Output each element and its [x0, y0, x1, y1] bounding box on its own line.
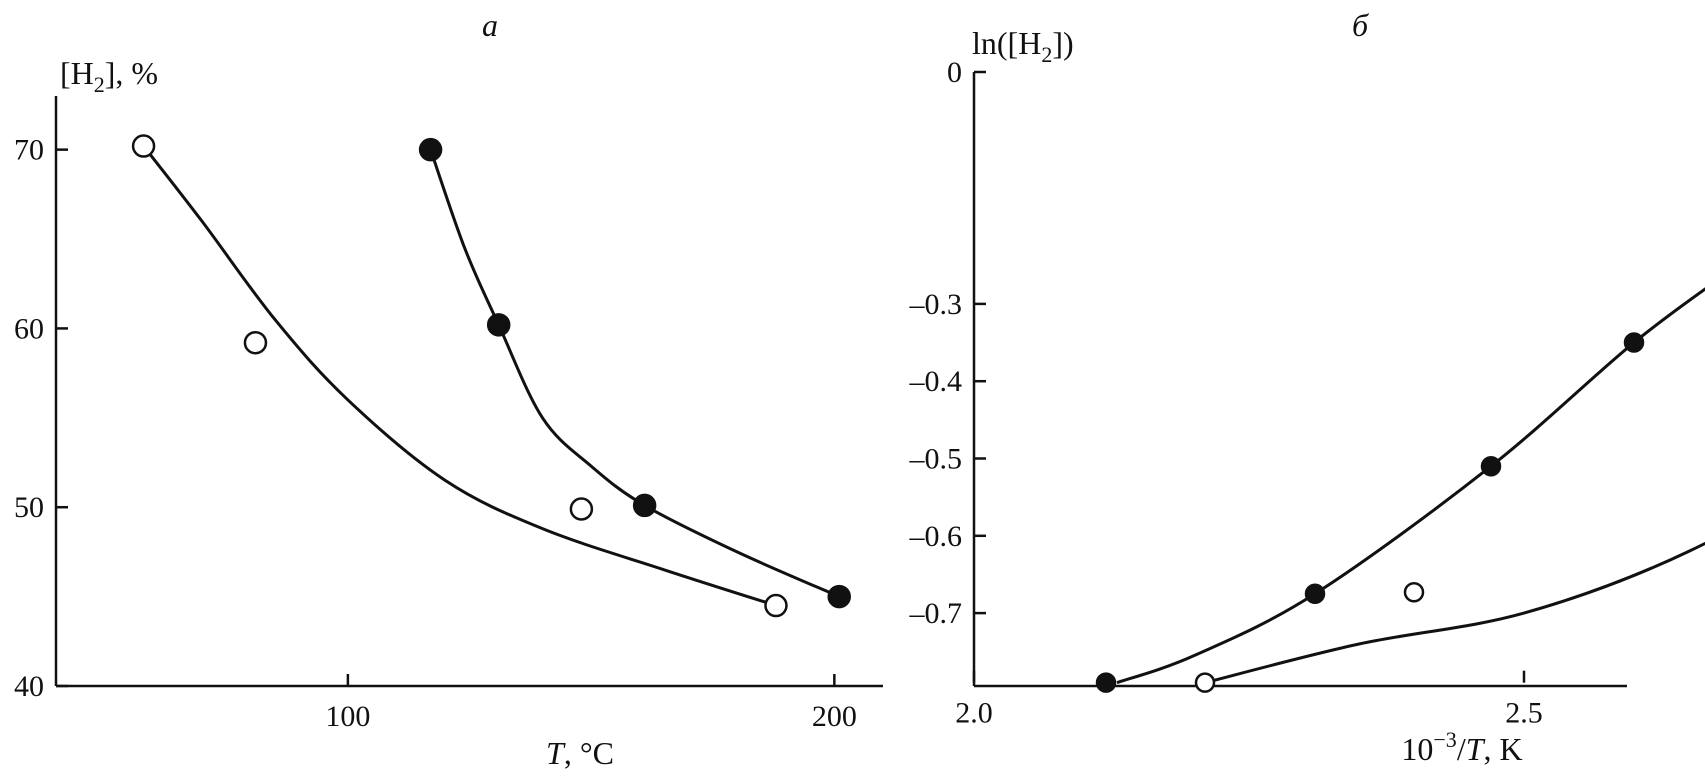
panel-a-x-tick-label: 200	[812, 700, 857, 733]
panel-a-ylabel-sub: 2	[94, 72, 105, 97]
panel-b-points	[1095, 332, 1645, 693]
panel-a-series-0-curve	[142, 145, 777, 607]
panel-b-xlabel-pre: 10	[1401, 731, 1433, 767]
panel-b-y-tick-label: –0.5	[909, 443, 963, 476]
panel-b-xlabel-sup: −3	[1433, 727, 1456, 752]
panel-b: б ln([H2]) 10−3/T, K 2.02.53.00–0.3–0.4–…	[909, 7, 1705, 767]
panel-b-x-tick-label: 2.5	[1505, 697, 1543, 730]
panel-a: а [H2], % T, °C 100 200 40 50 60 70	[14, 7, 883, 771]
panel-b-y-tick-label: 0	[947, 56, 962, 89]
panel-a-ylabel-main: [H	[60, 55, 94, 91]
panel-b-ylabel-end: ])	[1052, 25, 1073, 61]
panel-b-series-1-point	[1194, 672, 1216, 693]
panel-a-series-1-point	[827, 584, 851, 609]
panel-b-ticks: 2.02.53.00–0.3–0.4–0.5–0.6–0.7	[909, 56, 1543, 730]
panel-a-xlabel-var: T	[546, 735, 566, 771]
panel-a-series-0-point	[131, 134, 156, 158]
panel-a-y-axis-label: [H2], %	[60, 55, 158, 97]
panel-b-y-tick-label: –0.4	[909, 365, 963, 398]
panel-b-series-0-point	[1304, 583, 1326, 605]
panel-b-ylabel-main: ln([H	[972, 25, 1041, 61]
panel-a-series-1-point	[632, 493, 657, 518]
panel-b-series-1-curve	[1204, 541, 1705, 685]
panel-b-xlabel-var: T	[1466, 731, 1486, 767]
panel-b-y-tick-label: –0.3	[909, 288, 963, 321]
panel-a-series-1-curve	[429, 149, 840, 598]
panel-a-series-0-point	[764, 593, 788, 618]
panel-b-series-0-curve	[1116, 287, 1705, 685]
panel-a-ylabel-end: ], %	[105, 55, 158, 91]
panel-a-series-0-point	[243, 330, 268, 355]
panel-b-label: б	[1352, 7, 1369, 43]
panel-a-ticks: 100 200 40 50 60 70	[14, 134, 857, 733]
panel-a-y-tick-label: 60	[14, 312, 44, 345]
panel-a-series-0-point	[569, 497, 594, 521]
panel-b-curves	[1116, 287, 1705, 685]
panel-b-series-0-point	[1623, 332, 1645, 353]
panel-a-y-tick-label: 70	[14, 134, 44, 167]
panel-b-series-1-point	[1403, 581, 1425, 603]
panel-a-x-axis-label: T, °C	[546, 735, 614, 771]
panel-a-x-tick-label: 100	[325, 700, 370, 733]
panel-a-series-1-point	[418, 137, 443, 162]
panel-b-y-axis-label: ln([H2])	[972, 25, 1074, 67]
panel-b-x-axis-label: 10−3/T, K	[1401, 727, 1522, 767]
panel-b-x-tick-label: 2.0	[955, 697, 993, 730]
panel-b-series-0-point	[1095, 672, 1117, 693]
panel-a-points	[131, 134, 851, 618]
panel-b-y-tick-label: –0.7	[909, 597, 963, 630]
panel-a-y-tick-label: 50	[14, 491, 44, 524]
panel-a-xlabel-unit: , °C	[564, 735, 614, 771]
panel-b-xlabel-unit: , K	[1484, 731, 1523, 767]
panel-b-y-tick-label: –0.6	[909, 520, 963, 553]
panel-a-label: а	[482, 7, 498, 43]
panel-b-xlabel-slash: /	[1457, 731, 1466, 767]
panel-a-y-tick-label: 40	[14, 670, 44, 703]
panel-a-curves	[142, 145, 840, 607]
panel-b-ylabel-sub: 2	[1041, 42, 1052, 67]
panel-b-series-0-point	[1480, 455, 1502, 477]
panel-a-series-1-point	[486, 313, 511, 337]
